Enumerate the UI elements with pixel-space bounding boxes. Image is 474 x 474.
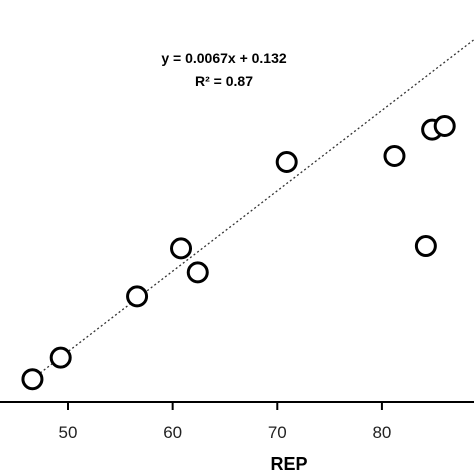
data-point [170,237,193,260]
data-point [126,285,149,308]
data-point [49,346,72,369]
data-point [383,145,406,167]
data-point [414,235,437,257]
data-point [275,151,298,173]
x-tick-label: 50 [59,423,78,442]
regression-equation: y = 0.0067x + 0.132 [161,50,287,66]
x-tick-label: 80 [372,423,391,442]
trendline [36,39,474,377]
r-squared-label: R² = 0.87 [195,73,253,89]
data-point [186,261,209,284]
data-point [433,115,456,137]
data-point [21,368,44,391]
x-axis-label: REP [270,454,307,474]
data-points [21,115,456,391]
x-axis-ticks: 50 60 70 80 [59,402,391,442]
x-tick-label: 60 [163,423,182,442]
x-tick-label: 70 [268,423,287,442]
